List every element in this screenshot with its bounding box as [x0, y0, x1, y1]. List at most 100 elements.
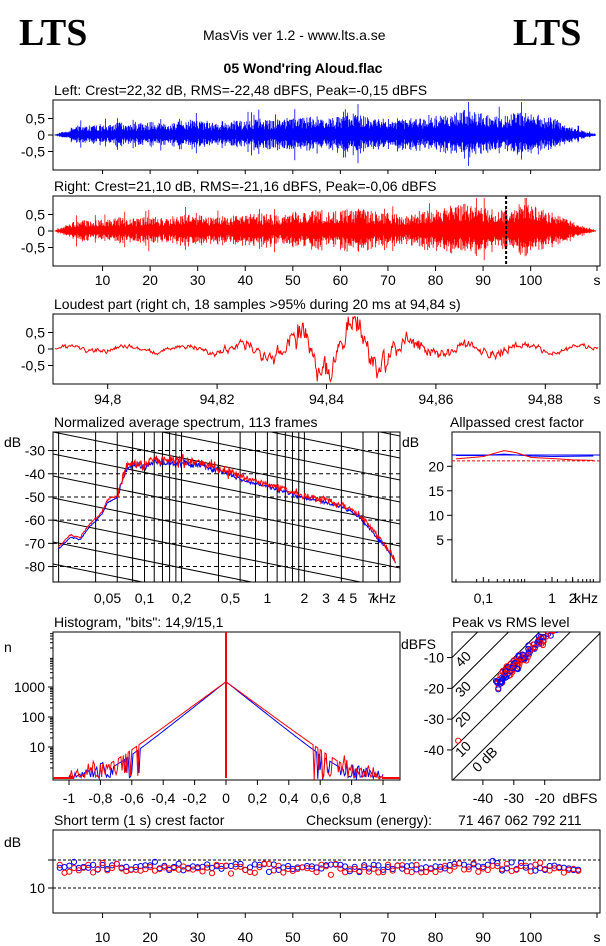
spectrum-slope-line [53, 432, 400, 503]
loudest-ytick-label: 0,5 [26, 325, 46, 341]
peakrms-point [520, 655, 527, 662]
spectrum-xtick-label: 1 [263, 590, 271, 606]
spectrum-ytick-label: -60 [25, 512, 45, 528]
peakrms-point [500, 675, 507, 682]
left-channel-title: Left: Crest=22,32 dB, RMS=-22,48 dBFS, P… [54, 82, 428, 98]
spectrum-slope-line [53, 300, 400, 370]
shortterm-ylabel: dB [4, 834, 21, 850]
peakrms-diagonal-label: 20 [452, 708, 474, 730]
allpass-left-curve [456, 453, 594, 458]
shortterm-point [151, 858, 158, 865]
histogram-ytick-label: 10 [29, 739, 45, 755]
shortterm-xtick-label: 10 [95, 929, 111, 945]
peakrms-point [519, 651, 526, 658]
histogram-xtick-label: 0 [222, 790, 230, 806]
allpass-ytick-label: 15 [428, 483, 444, 499]
peakrms-ytick-label: -10 [424, 650, 444, 666]
histogram-xtick-label: 0,6 [310, 790, 330, 806]
histogram-xtick-label: -0,6 [120, 790, 144, 806]
shortterm-point [199, 868, 206, 875]
shortterm-point [280, 869, 287, 876]
peakrms-point [540, 634, 547, 641]
histogram-xtick-label: -1 [63, 790, 76, 806]
spectrum-ytick-label: -50 [25, 489, 45, 505]
peakrms-point [515, 652, 522, 659]
lts-logo-left: LTS [19, 12, 88, 54]
right-channel-title: Right: Crest=21,10 dB, RMS=-21,16 dBFS, … [54, 178, 437, 194]
peakrms-point [495, 686, 502, 693]
shortterm-point [422, 868, 430, 876]
shortterm-point [356, 868, 363, 875]
loudest-xtick-label: 94,8 [94, 391, 121, 407]
shortterm-point [470, 860, 477, 867]
spectrum-slope-line [53, 453, 400, 525]
peakrms-diagonal-label: 0 dB [469, 743, 501, 775]
shortterm-xtick-label: 80 [428, 929, 444, 945]
spectrum-slope-line [53, 541, 254, 582]
spectrum-slope-line [159, 432, 400, 481]
shortterm-point [75, 867, 82, 874]
app-title: MasVis ver 1.2 - www.lts.a.se [203, 27, 386, 43]
shortterm-point [147, 864, 154, 871]
shortterm-point [503, 865, 510, 872]
shortterm-point [70, 858, 78, 866]
histogram-xtick-label: 1 [379, 790, 387, 806]
peakrms-point [524, 654, 531, 661]
peakrms-xunit: dBFS [562, 790, 597, 806]
shortterm-point [441, 865, 449, 872]
file-name: 05 Wond'ring Aloud.flac [223, 60, 383, 76]
shortterm-point [113, 860, 120, 868]
waveform-right-xtick-label: 30 [190, 272, 206, 288]
allpass-ytick-label: 10 [428, 507, 444, 523]
spectrum-slope-line [53, 519, 363, 582]
shortterm-point [494, 863, 501, 870]
peakrms-point [532, 644, 539, 651]
shortterm-point [327, 871, 334, 878]
shortterm-point [237, 860, 244, 868]
short-term-title: Short term (1 s) crest factor [54, 812, 225, 828]
peakrms-diagonal [452, 632, 510, 690]
spectrum-right-curve [58, 453, 396, 564]
waveform-left-signal [54, 102, 596, 166]
shortterm-point [518, 859, 525, 866]
spectrum-xtick-label: 0,2 [172, 590, 192, 606]
peakrms-point [505, 664, 512, 671]
shortterm-point [475, 868, 482, 875]
waveform-right-xtick-label: 60 [333, 272, 349, 288]
spectrum-ylabel: dB [4, 434, 21, 450]
spectrum-ytick-label: -70 [25, 535, 45, 551]
spectrum-xtick-label: 0,1 [135, 590, 155, 606]
loudest-signal [54, 316, 599, 383]
shortterm-point [208, 870, 216, 877]
checksum-label: Checksum (energy): [306, 812, 433, 828]
peakrms-point [536, 640, 543, 647]
shortterm-point [451, 863, 458, 870]
spectrum-frame [52, 431, 401, 583]
shortterm-point [508, 859, 515, 866]
peakrms-point [551, 632, 557, 633]
shortterm-point [465, 866, 472, 873]
spectrum-slope-line [53, 563, 145, 582]
shortterm-point [427, 865, 434, 873]
shortterm-point [465, 863, 472, 870]
waveform-right-xtick-label: s [594, 272, 601, 288]
spectrum-xtick-label: 3 [322, 590, 330, 606]
shortterm-xtick-label: 30 [190, 929, 206, 945]
shortterm-point [575, 867, 582, 874]
spectrum-ytick-label: -30 [25, 443, 45, 459]
peakrms-point [516, 660, 523, 667]
histogram-xtick-label: -0,8 [88, 790, 112, 806]
peakrms-frame [451, 631, 601, 781]
loudest-part-title: Loudest part (right ch, 18 samples >95% … [54, 296, 461, 312]
histogram-xtick-label: -0,4 [151, 790, 175, 806]
waveform-right-ytick-label: 0 [37, 223, 45, 239]
allpass-xtick-label: 1 [548, 590, 556, 606]
shortterm-point [384, 861, 392, 868]
shortterm-point [408, 869, 415, 876]
shortterm-point [99, 861, 106, 869]
shortterm-point [175, 860, 182, 867]
shortterm-point [346, 868, 353, 875]
shortterm-point [446, 867, 453, 874]
peakrms-point [508, 663, 515, 670]
waveform-right-xtick-label: 90 [475, 272, 491, 288]
